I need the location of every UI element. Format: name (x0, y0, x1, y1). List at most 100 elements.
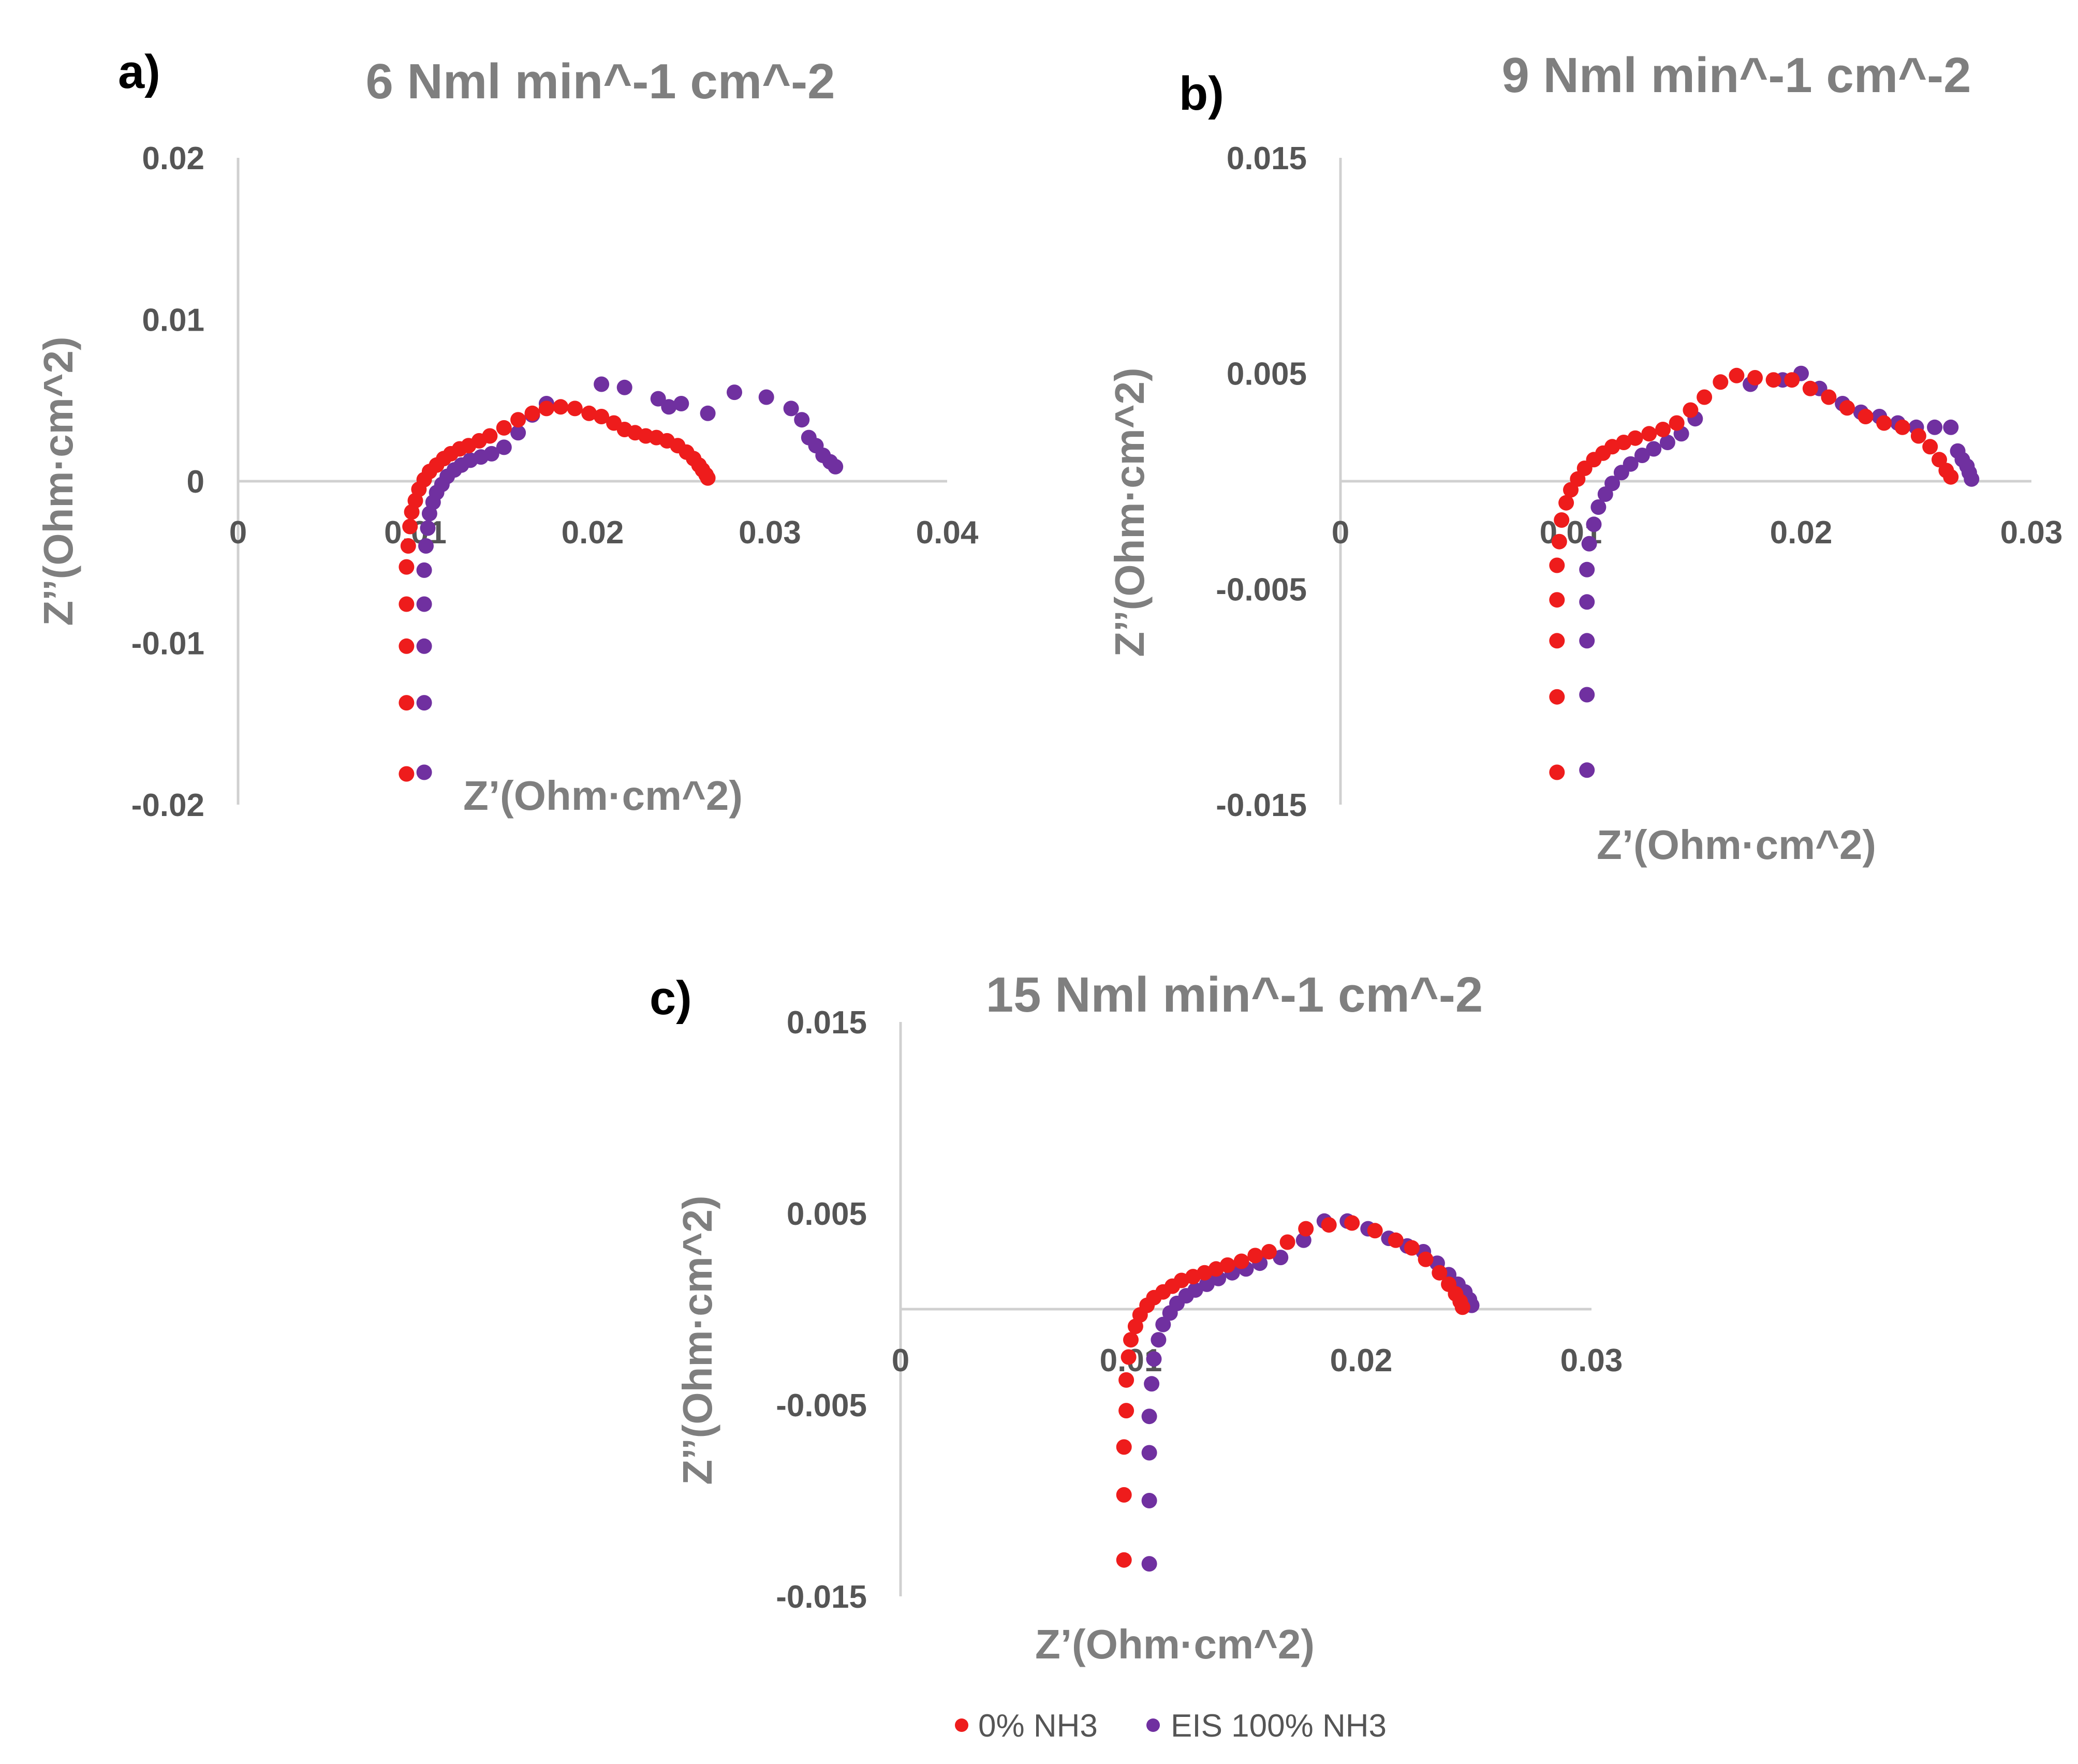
panel-c-point-red (1279, 1234, 1295, 1250)
panel-a-point-purple (616, 379, 632, 395)
panel-c-point-red (1388, 1232, 1404, 1248)
panel-a-point-purple (420, 520, 436, 536)
panel-a-point-red (399, 638, 415, 654)
panel-a-point-red (399, 695, 415, 711)
panel-b-title: 9 Nml min^-1 cm^-2 (1501, 48, 1971, 103)
panel-a-point-red (399, 596, 415, 612)
panel-c-point-red (1116, 1487, 1132, 1503)
panel-b-point-red (1551, 533, 1567, 550)
panel-c-point-red (1321, 1217, 1337, 1233)
panel-b-point-red (1549, 633, 1565, 649)
panel-b-point-red (1549, 557, 1565, 573)
panel-b-point-purple (1943, 419, 1959, 435)
panel-c-point-red (1261, 1244, 1277, 1259)
panel-b-point-red (1894, 419, 1910, 435)
panel-b-point-red (1641, 426, 1657, 442)
panel-c-point-red (1418, 1251, 1434, 1267)
panel-b-point-red (1910, 428, 1926, 444)
panel-c-point-red (1233, 1253, 1249, 1269)
panel-b: b) 9 Nml min^-1 cm^-2 Z’(Ohm·cm^2) Z’’(O… (1107, 48, 2062, 868)
panel-b-point-red (1683, 402, 1699, 418)
panel-c-x-tick-label: 0.03 (1560, 1343, 1623, 1378)
panel-a-point-red (482, 428, 498, 444)
panel-c-point-purple (1155, 1316, 1171, 1332)
panel-a-point-purple (650, 391, 666, 407)
panel-a-point-purple (496, 439, 512, 455)
panel-b-point-purple (1964, 471, 1980, 487)
panel-b-y-tick-label: -0.005 (1216, 572, 1307, 607)
panel-a-markers (399, 376, 844, 782)
panel-a-point-red (700, 470, 716, 486)
panel-c-point-purple (1141, 1493, 1157, 1508)
panel-a-x-tick-label: 0.04 (916, 515, 979, 551)
panel-a-point-red (567, 401, 583, 417)
panel-b-markers (1549, 365, 1980, 780)
legend-swatch-0 (955, 1718, 968, 1732)
panel-b-point-red (1839, 400, 1855, 416)
legend-label-0: 0% NH3 (978, 1708, 1098, 1744)
panel-c-point-red (1118, 1372, 1134, 1388)
panel-b-point-red (1729, 367, 1745, 383)
panel-a-y-tick-label: 0.02 (142, 141, 204, 176)
panel-c-y-tick-label: -0.015 (776, 1579, 867, 1615)
panel-c-title: 15 Nml min^-1 cm^-2 (986, 967, 1483, 1022)
panel-b-point-purple (1590, 499, 1607, 515)
panel-a-point-purple (416, 764, 432, 780)
panel-a: a) 6 Nml min^-1 cm^-2 Z’(Ohm·cm^2) Z’’(O… (35, 46, 979, 823)
panel-a-y-axis-title: Z’’(Ohm·cm^2) (35, 336, 81, 626)
panel-a-title: 6 Nml min^-1 cm^-2 (365, 54, 835, 109)
panel-b-x-tick-label: 0.03 (2000, 515, 2063, 551)
panel-a-point-red (581, 405, 597, 421)
panel-b-point-purple (1927, 419, 1943, 435)
panel-c-point-red (1123, 1332, 1139, 1348)
legend: 0% NH3 EIS 100% NH3 (955, 1708, 1387, 1744)
panel-a-point-red (510, 412, 526, 428)
panel-c-y-tick-label: 0.005 (787, 1196, 867, 1232)
panel-b-y-tick-label: 0.005 (1227, 357, 1307, 392)
panel-b-point-red (1876, 415, 1892, 431)
panel-c-point-red (1118, 1403, 1134, 1419)
panel-b-point-red (1655, 422, 1671, 437)
panel-a-point-red (538, 401, 554, 417)
legend-label-1: EIS 100% NH3 (1171, 1708, 1387, 1744)
panel-b-point-purple (1586, 516, 1602, 532)
panel-c-x-tick-label: 0 (892, 1343, 909, 1378)
panel-b-point-red (1627, 430, 1643, 446)
panel-b-point-red (1549, 689, 1565, 705)
panel-c-point-purple (1141, 1409, 1157, 1425)
panel-c-y-tick-label: -0.005 (776, 1388, 867, 1424)
panel-b-point-red (1558, 495, 1574, 511)
panel-b-point-red (1747, 370, 1763, 386)
panel-a-point-purple (594, 376, 610, 392)
panel-c-point-red (1116, 1439, 1132, 1455)
panel-b-point-purple (1623, 456, 1639, 472)
panel-b-y-tick-label: 0.015 (1227, 141, 1307, 176)
panel-c-markers (1116, 1213, 1480, 1572)
panel-a-point-purple (673, 396, 689, 411)
panel-b-x-tick-label: 0 (1332, 515, 1349, 551)
panel-a-point-red (402, 518, 418, 535)
panel-b-y-axis-title: Z’’(Ohm·cm^2) (1107, 367, 1153, 657)
panel-a-point-purple (416, 638, 432, 654)
panel-b-point-purple (1634, 448, 1650, 463)
panel-a-point-purple (727, 384, 742, 401)
panel-a-point-red (400, 538, 416, 554)
panel-b-point-purple (1579, 687, 1595, 703)
panel-b-point-purple (1579, 633, 1595, 649)
panel-a-y-tick-label: 0 (187, 464, 204, 500)
panel-b-label: b) (1179, 67, 1224, 120)
panel-c-point-purple (1151, 1332, 1167, 1348)
panel-c-point-red (1298, 1221, 1314, 1237)
panel-a-axes: 0 0.01 0.02 0.03 0.040.020.010-0.01-0.02 (131, 141, 979, 823)
panel-a-y-tick-label: -0.01 (131, 626, 204, 662)
panel-a-point-red (594, 409, 610, 424)
panel-a-label: a) (118, 46, 160, 98)
panel-a-point-red (553, 399, 569, 415)
panel-c-point-purple (1141, 1556, 1157, 1572)
panel-b-point-red (1922, 439, 1938, 455)
panel-a-point-purple (700, 405, 716, 421)
panel-c-point-purple (1199, 1276, 1215, 1292)
